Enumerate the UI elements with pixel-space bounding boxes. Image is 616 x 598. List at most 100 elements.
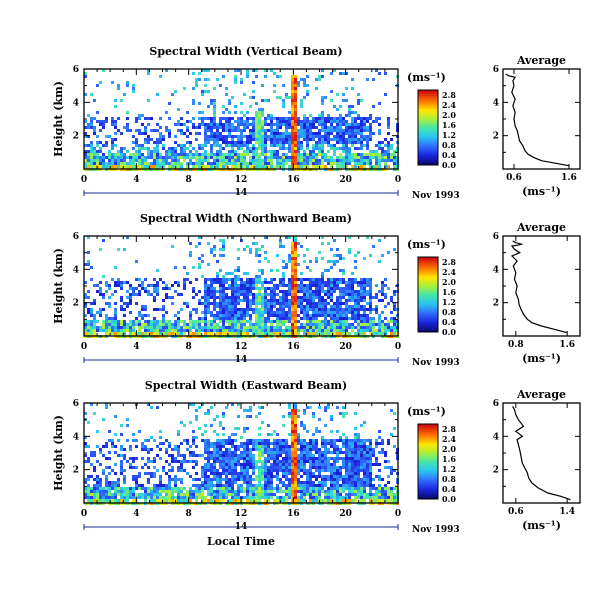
heatmap-cell	[129, 329, 132, 332]
heatmap-cell	[96, 159, 99, 162]
heatmap-cell	[240, 120, 243, 123]
heatmap-cell	[234, 153, 237, 156]
heatmap-cell	[285, 141, 288, 144]
heatmap-cell	[360, 144, 363, 147]
heatmap-cell	[171, 165, 174, 168]
heatmap-cell	[219, 147, 222, 150]
heatmap-cell	[246, 135, 249, 138]
heatmap-cell	[195, 311, 198, 314]
heatmap-cell	[204, 126, 207, 129]
heatmap-cell	[219, 317, 222, 320]
heatmap-cell	[228, 272, 231, 275]
heatmap-cell	[312, 323, 315, 326]
heatmap-cell	[297, 415, 300, 418]
heatmap-cell	[360, 329, 363, 332]
heatmap-cell	[150, 475, 153, 478]
heatmap-cell	[255, 463, 258, 466]
colorbar-swatch	[418, 307, 438, 310]
heatmap-cell	[159, 478, 162, 481]
heatmap-cell	[87, 490, 90, 493]
heatmap-cell	[213, 320, 216, 323]
heatmap-cell	[333, 308, 336, 311]
heatmap-cell	[138, 311, 141, 314]
heatmap-cell	[222, 487, 225, 490]
heatmap-cell	[252, 457, 255, 460]
heatmap-cell	[240, 144, 243, 147]
heatmap-cell	[219, 305, 222, 308]
heatmap-cell	[300, 454, 303, 457]
heatmap-cell	[330, 329, 333, 332]
heatmap-cell	[189, 454, 192, 457]
heatmap-cell	[282, 314, 285, 317]
heatmap-cell	[243, 153, 246, 156]
heatmap-cell	[393, 248, 396, 251]
heatmap-cell	[231, 165, 234, 168]
heatmap-cell	[285, 162, 288, 165]
heatmap-cell	[306, 132, 309, 135]
heatmap-cell	[354, 254, 357, 257]
heatmap-cell	[84, 162, 87, 165]
heatmap-cell	[333, 144, 336, 147]
heatmap-cell	[366, 278, 369, 281]
heatmap-cell	[288, 487, 291, 490]
heatmap-cell	[243, 329, 246, 332]
heatmap-cell	[321, 275, 324, 278]
heatmap-cell	[303, 314, 306, 317]
heatmap-cell	[231, 302, 234, 305]
heatmap-cell	[348, 290, 351, 293]
heatmap-cell	[309, 472, 312, 475]
heatmap-cell	[315, 499, 318, 502]
heatmap-cell	[165, 499, 168, 502]
heatmap-cell	[378, 317, 381, 320]
heatmap-cell	[204, 329, 207, 332]
heatmap-cell	[255, 320, 258, 323]
heatmap-cell	[252, 120, 255, 123]
heatmap-cell	[306, 484, 309, 487]
heatmap-cell	[183, 156, 186, 159]
heatmap-cell	[294, 460, 297, 463]
heatmap-cell	[198, 320, 201, 323]
heatmap-cell	[381, 332, 384, 335]
heatmap-cell	[300, 451, 303, 454]
heatmap-cell	[102, 499, 105, 502]
heatmap-cell	[306, 248, 309, 251]
heatmap-cell	[345, 72, 348, 75]
heatmap-cell	[156, 150, 159, 153]
heatmap-cell	[105, 445, 108, 448]
heatmap-cell	[363, 329, 366, 332]
heatmap-cell	[213, 496, 216, 499]
heatmap-cell	[156, 156, 159, 159]
heatmap-cell	[384, 293, 387, 296]
heatmap-cell	[387, 141, 390, 144]
heatmap-cell	[216, 126, 219, 129]
heatmap-cell	[153, 490, 156, 493]
heatmap-cell	[123, 329, 126, 332]
heatmap-cell	[318, 123, 321, 126]
colorbar-tick-label: 1.6	[442, 287, 456, 297]
heatmap-cell	[171, 454, 174, 457]
heatmap-cell	[309, 484, 312, 487]
heatmap-cell	[306, 293, 309, 296]
heatmap-cell	[318, 278, 321, 281]
heatmap-cell	[192, 87, 195, 90]
heatmap-cell	[267, 478, 270, 481]
heatmap-cell	[255, 302, 258, 305]
heatmap-cell	[285, 448, 288, 451]
heatmap-cell	[306, 311, 309, 314]
heatmap-cell	[321, 475, 324, 478]
heatmap-cell	[207, 332, 210, 335]
heatmap-cell	[144, 308, 147, 311]
heatmap-cell	[189, 499, 192, 502]
heatmap-cell	[267, 162, 270, 165]
heatmap-cell	[330, 451, 333, 454]
heatmap-cell	[282, 302, 285, 305]
heatmap-cell	[183, 159, 186, 162]
heatmap-cell	[198, 162, 201, 165]
heatmap-cell	[174, 478, 177, 481]
heatmap-cell	[159, 153, 162, 156]
heatmap-cell	[297, 138, 300, 141]
heatmap-cell	[222, 126, 225, 129]
heatmap-cell	[246, 165, 249, 168]
heatmap-cell	[234, 281, 237, 284]
heatmap-cell	[282, 284, 285, 287]
